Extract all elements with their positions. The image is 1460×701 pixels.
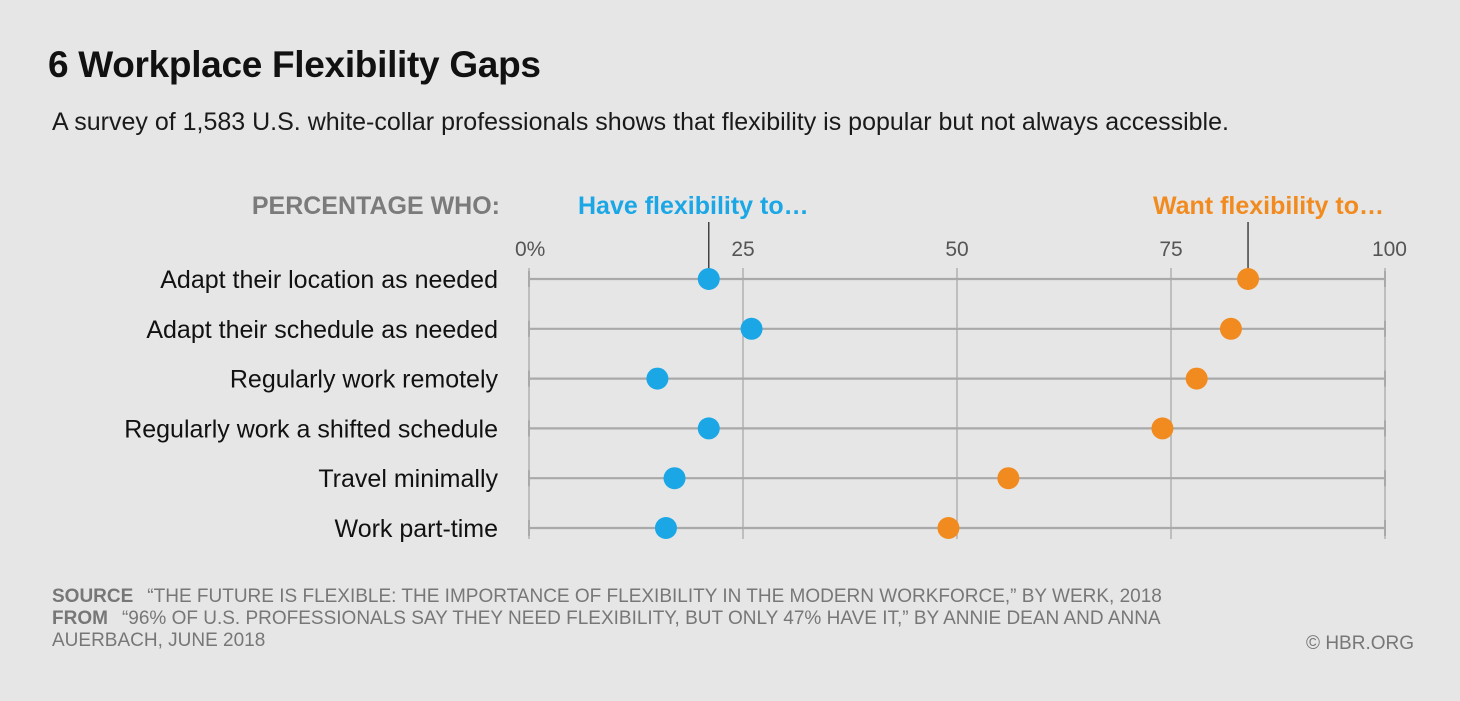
have-dot	[646, 367, 669, 390]
have-dot	[697, 268, 720, 290]
from-key: FROM	[52, 608, 108, 629]
category-label: Adapt their schedule as needed	[146, 316, 498, 344]
x-axis-ticks: 0% 25 50 75 100	[515, 238, 1407, 261]
have-dot	[663, 467, 686, 490]
legend-prefix: PERCENTAGE WHO:	[252, 192, 500, 220]
have-dot	[740, 317, 763, 340]
want-dot	[1237, 268, 1260, 290]
category-label: Regularly work remotely	[230, 366, 499, 394]
from-line: FROM “96% OF U.S. PROFESSIONALS SAY THEY …	[52, 608, 1232, 652]
chart-grid	[528, 268, 1386, 539]
category-label: Travel minimally	[318, 465, 498, 493]
chart-title: 6 Workplace Flexibility Gaps	[48, 44, 541, 85]
want-dot	[1219, 317, 1242, 340]
category-labels: Adapt their location as needed Adapt thei…	[124, 266, 498, 543]
legend-want-label: Want flexibility to…	[1153, 192, 1384, 220]
source-key: SOURCE	[52, 586, 134, 607]
x-tick-label: 75	[1159, 238, 1182, 261]
source-text: “THE FUTURE IS FLEXIBLE: THE IMPORTANCE …	[147, 586, 1162, 607]
chart-subtitle: A survey of 1,583 U.S. white-collar prof…	[52, 108, 1229, 136]
have-dot	[697, 417, 720, 440]
from-text: “96% OF U.S. PROFESSIONALS SAY THEY NEED…	[52, 608, 1160, 651]
category-label: Work part-time	[335, 515, 498, 543]
want-dot	[997, 467, 1020, 490]
x-tick-label: 25	[731, 238, 754, 261]
want-dot	[937, 517, 960, 539]
source-line: SOURCE “THE FUTURE IS FLEXIBLE: THE IMPOR…	[52, 586, 1232, 608]
want-dot	[1151, 417, 1174, 440]
category-label: Regularly work a shifted schedule	[124, 415, 498, 443]
legend-have-label: Have flexibility to…	[578, 192, 809, 220]
x-tick-label: 100	[1372, 238, 1407, 261]
x-tick-label: 50	[945, 238, 968, 261]
want-dot	[1185, 367, 1208, 390]
x-tick-label: 0%	[515, 238, 545, 261]
category-label: Adapt their location as needed	[160, 266, 498, 294]
have-dot	[654, 517, 677, 539]
data-points	[646, 268, 1260, 539]
footer-notes: SOURCE “THE FUTURE IS FLEXIBLE: THE IMPOR…	[52, 586, 1232, 652]
credit: © HBR.ORG	[1306, 633, 1414, 654]
